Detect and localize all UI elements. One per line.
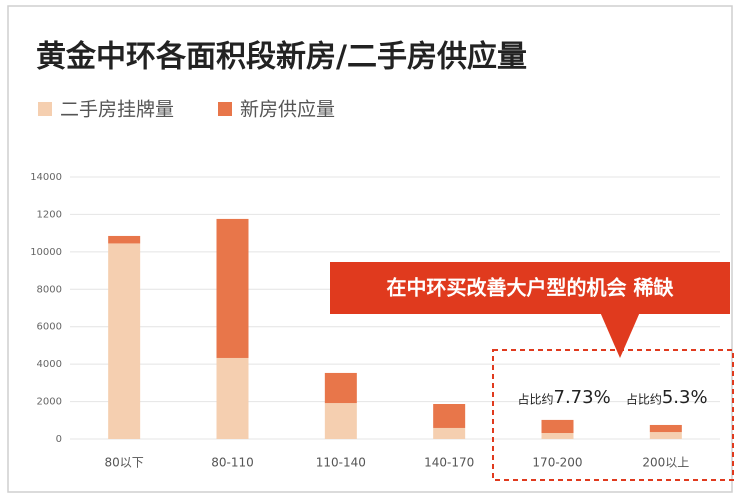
bar-segment bbox=[433, 404, 466, 428]
legend-label: 新房供应量 bbox=[240, 99, 335, 121]
y-tick-label: 6000 bbox=[37, 322, 62, 333]
bar-segment bbox=[216, 357, 249, 439]
y-tick-label: 14000 bbox=[30, 172, 62, 183]
callout-text: 在中环买改善大户型的机会 稀缺 bbox=[387, 276, 675, 300]
bar-segment bbox=[433, 427, 466, 439]
y-tick-label: 8000 bbox=[37, 284, 62, 295]
x-tick-label: 140-170 bbox=[424, 456, 474, 470]
callout-box bbox=[330, 262, 730, 314]
annotation-value: 5.3% bbox=[662, 387, 708, 408]
y-tick-label: 0 bbox=[56, 434, 62, 445]
x-tick-label: 170-200 bbox=[532, 456, 582, 470]
annotation-value: 7.73% bbox=[554, 387, 611, 408]
bar-segment bbox=[324, 403, 357, 439]
chart-title: 黄金中环各面积段新房/二手房供应量 bbox=[36, 40, 527, 75]
x-tick-label: 80-110 bbox=[211, 456, 254, 470]
annotation-prefix: 占比约 bbox=[626, 392, 662, 407]
bar-segment bbox=[108, 243, 141, 439]
bar-segment bbox=[108, 235, 141, 244]
y-tick-label: 10000 bbox=[30, 247, 62, 258]
legend-swatch bbox=[218, 102, 232, 116]
x-tick-label: 200以上 bbox=[642, 456, 689, 470]
bar-segment bbox=[216, 218, 249, 358]
x-tick-label: 80以下 bbox=[105, 456, 144, 470]
y-tick-label: 2000 bbox=[37, 397, 62, 408]
annotation-prefix: 占比约 bbox=[517, 392, 553, 407]
bar-segment bbox=[324, 372, 357, 404]
legend-swatch bbox=[38, 102, 52, 116]
bar-segment bbox=[541, 419, 574, 434]
y-tick-label: 4000 bbox=[37, 359, 62, 370]
y-tick-label: 1200 bbox=[37, 209, 62, 220]
bar-segment bbox=[541, 433, 574, 439]
bar-segment bbox=[649, 424, 682, 433]
x-tick-label: 110-140 bbox=[316, 456, 366, 470]
bar-segment bbox=[649, 432, 682, 439]
highlight-box bbox=[492, 349, 734, 481]
callout-pointer bbox=[600, 312, 640, 358]
legend-label: 二手房挂牌量 bbox=[60, 99, 174, 121]
